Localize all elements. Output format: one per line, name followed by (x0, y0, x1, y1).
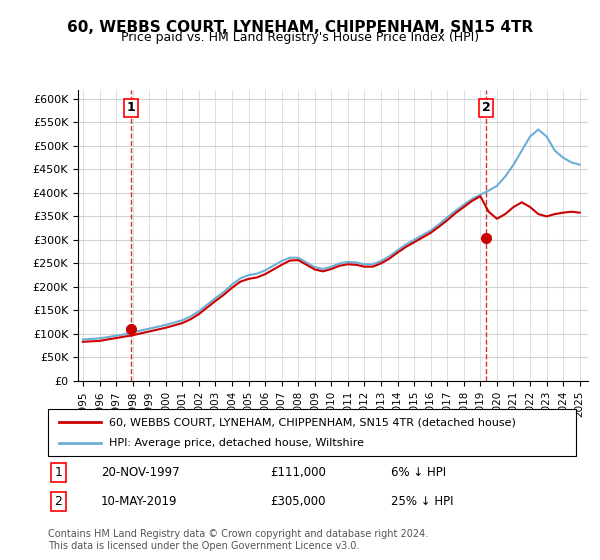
Text: 1: 1 (55, 465, 62, 479)
Text: 60, WEBBS COURT, LYNEHAM, CHIPPENHAM, SN15 4TR (detached house): 60, WEBBS COURT, LYNEHAM, CHIPPENHAM, SN… (109, 417, 515, 427)
Text: 2: 2 (55, 495, 62, 508)
Text: 60, WEBBS COURT, LYNEHAM, CHIPPENHAM, SN15 4TR: 60, WEBBS COURT, LYNEHAM, CHIPPENHAM, SN… (67, 20, 533, 35)
Text: 20-NOV-1997: 20-NOV-1997 (101, 465, 179, 479)
Text: 2: 2 (482, 101, 491, 114)
Text: Contains HM Land Registry data © Crown copyright and database right 2024.
This d: Contains HM Land Registry data © Crown c… (48, 529, 428, 551)
FancyBboxPatch shape (48, 409, 576, 456)
Text: £111,000: £111,000 (270, 465, 326, 479)
Text: Price paid vs. HM Land Registry's House Price Index (HPI): Price paid vs. HM Land Registry's House … (121, 31, 479, 44)
Text: 10-MAY-2019: 10-MAY-2019 (101, 495, 178, 508)
Text: 25% ↓ HPI: 25% ↓ HPI (391, 495, 454, 508)
Text: 6% ↓ HPI: 6% ↓ HPI (391, 465, 446, 479)
Text: £305,000: £305,000 (270, 495, 325, 508)
Text: HPI: Average price, detached house, Wiltshire: HPI: Average price, detached house, Wilt… (109, 438, 364, 448)
Text: 1: 1 (127, 101, 135, 114)
